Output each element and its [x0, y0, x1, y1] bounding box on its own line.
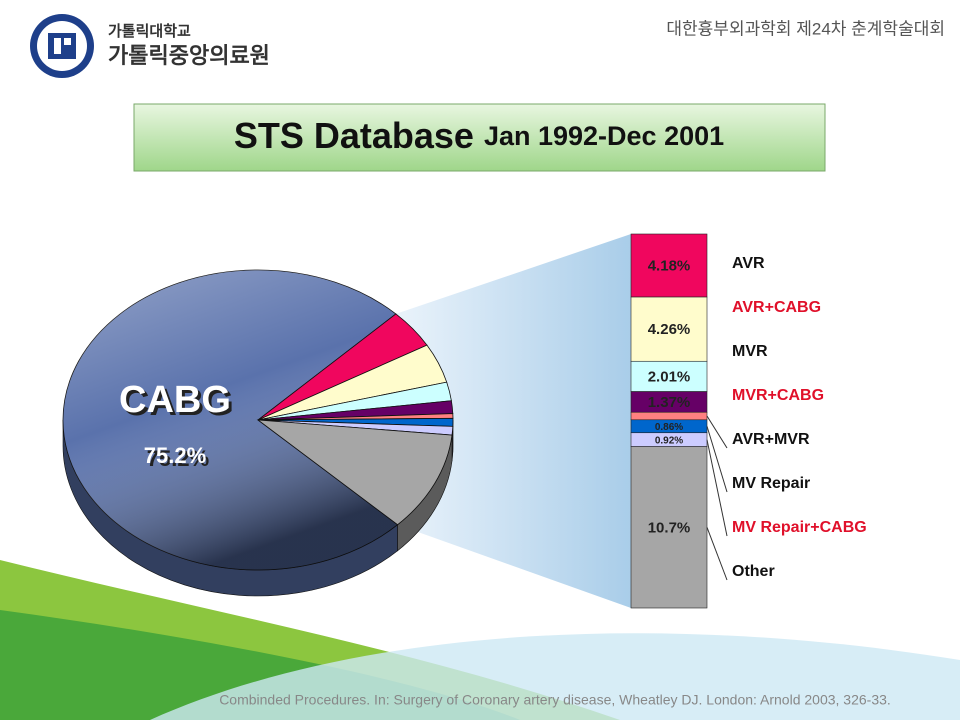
legend-label: MV Repair: [732, 475, 810, 492]
leader-line: [706, 527, 728, 581]
title: STS Database Jan 1992-Dec 2001: [234, 115, 724, 156]
zoom-region: [395, 234, 631, 608]
bar-label: 0.92%: [655, 435, 683, 446]
bar-segment: [630, 446, 708, 609]
university: 가톨릭대학교: [108, 22, 191, 40]
pie-label: CABG: [119, 379, 231, 421]
swoosh-blue: [150, 633, 960, 720]
pie-slice: [256, 419, 453, 526]
center: 가톨릭중앙의료원: [108, 43, 270, 68]
title-main: STS Database: [234, 115, 474, 156]
legend-label: AVR+MVR: [732, 431, 810, 448]
leader-line: [706, 439, 728, 537]
leader-line: [706, 415, 728, 449]
legend-label: MV Repair+CABG: [732, 519, 867, 536]
bar-label: 1.37%: [648, 394, 691, 411]
bar-label: 4.26%: [648, 321, 691, 338]
legend-label: Other: [732, 563, 775, 580]
pie-label: 75.2%: [144, 443, 206, 468]
pie-label-shadow: 75.2%: [147, 446, 209, 471]
legend-label: AVR+CABG: [732, 299, 821, 316]
bar-label: 2.01%: [648, 368, 691, 385]
bar-label: 10.7%: [648, 519, 691, 536]
logo: [30, 14, 94, 78]
bar-segment: [630, 296, 708, 362]
bar-label: 0.86%: [655, 422, 683, 433]
bar-label: 4.18%: [648, 257, 691, 274]
legend-label: AVR: [732, 255, 765, 272]
conference: 대한흉부외과학회 제24차 춘계학술대회: [666, 19, 945, 38]
title-box: [133, 103, 826, 172]
legend-label: MVR: [732, 343, 768, 360]
title-period: Jan 1992-Dec 2001: [484, 121, 724, 151]
leader-line: [706, 426, 728, 493]
citation: Combinded Procedures. In: Surgery of Cor…: [219, 692, 891, 708]
bar-segment: [630, 360, 708, 392]
bar-segment: [630, 233, 708, 298]
pie-shade: [62, 270, 398, 570]
bar-segment: [630, 411, 708, 421]
legend-label: MVR+CABG: [732, 387, 824, 404]
pie-label-shadow: CABG: [122, 382, 234, 424]
